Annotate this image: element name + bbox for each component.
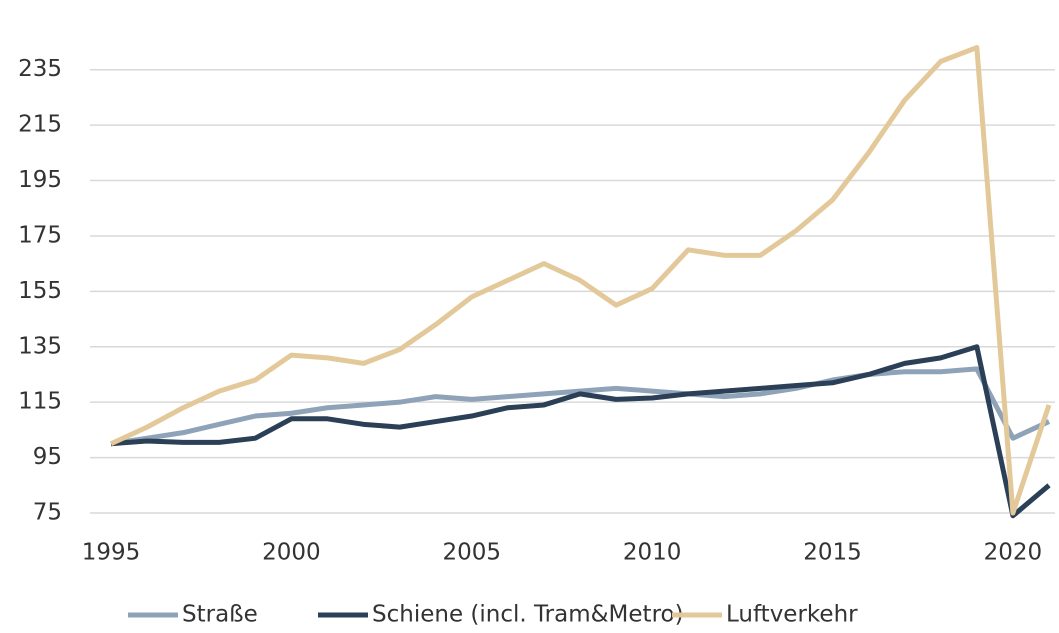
x-tick-label: 2020 xyxy=(984,540,1043,566)
y-tick-label: 135 xyxy=(18,333,62,359)
x-tick-label: 2005 xyxy=(442,540,501,566)
x-tick-label: 2015 xyxy=(803,540,862,566)
legend-label: Luftverkehr xyxy=(726,602,858,628)
series-line xyxy=(109,45,1052,516)
series-line xyxy=(110,366,1051,447)
y-tick-label: 75 xyxy=(33,500,62,526)
legend-label: Schiene (incl. Tram&Metro) xyxy=(372,602,684,628)
x-tick-label: 2000 xyxy=(262,540,321,566)
y-tick-label: 115 xyxy=(18,389,62,415)
x-tick-label: 2010 xyxy=(623,540,682,566)
legend-label: Straße xyxy=(182,602,258,628)
y-tick-label: 235 xyxy=(18,56,62,82)
y-tick-label: 175 xyxy=(18,222,62,248)
y-tick-label: 95 xyxy=(33,444,62,470)
y-tick-label: 215 xyxy=(18,112,62,138)
y-tick-label: 155 xyxy=(18,278,62,304)
x-tick-label: 1995 xyxy=(82,540,141,566)
series-line xyxy=(110,344,1051,519)
y-tick-label: 195 xyxy=(18,167,62,193)
